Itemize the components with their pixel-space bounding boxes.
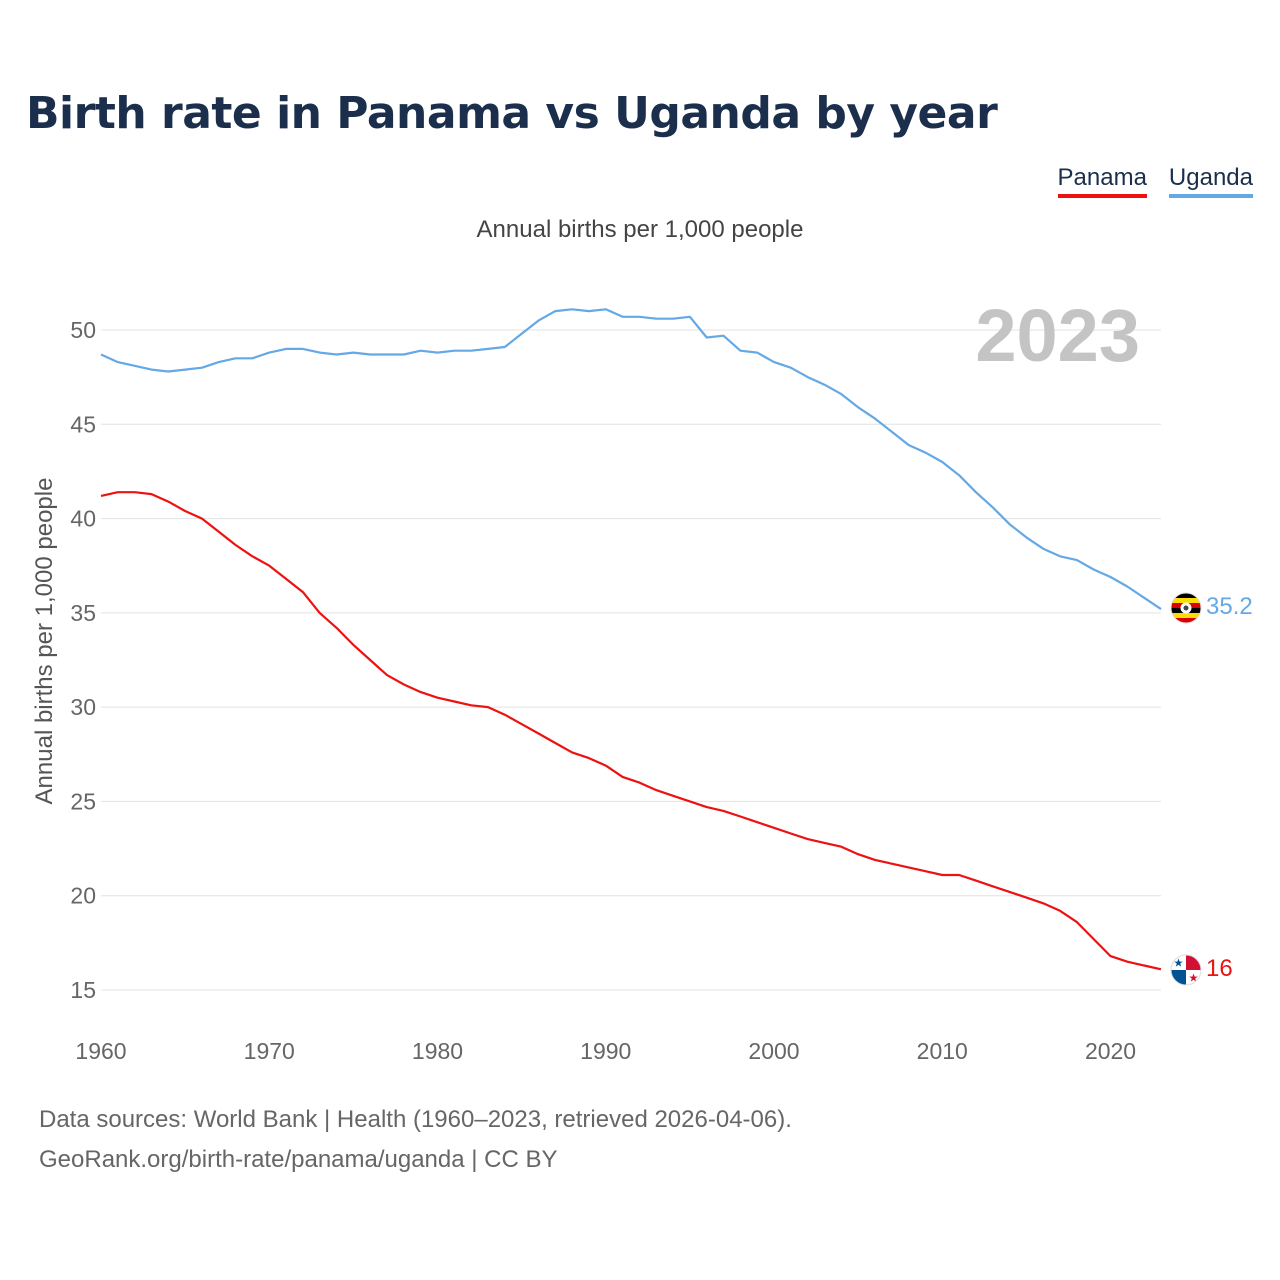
y-tick-label-20: 20 <box>70 883 96 909</box>
x-tick-label-1990: 1990 <box>580 1038 631 1064</box>
chart-title: Birth rate in Panama vs Uganda by year <box>26 88 998 139</box>
end-value-uganda: 35.2 <box>1206 593 1253 620</box>
series-line-uganda[interactable] <box>100 308 1162 611</box>
y-tick-label-45: 45 <box>70 411 96 437</box>
chart-subtitle: Annual births per 1,000 people <box>476 216 804 243</box>
y-tick-label-15: 15 <box>70 977 96 1003</box>
y-tick-label-50: 50 <box>70 317 96 343</box>
x-tick-label-2020: 2020 <box>1085 1038 1136 1064</box>
y-tick-label-25: 25 <box>70 788 96 814</box>
year-watermark: 2023 <box>975 294 1140 377</box>
series-lines <box>100 308 1162 971</box>
x-tick-label-1970: 1970 <box>244 1038 295 1064</box>
end-value-panama: 16 <box>1206 955 1233 982</box>
series-line-panama[interactable] <box>100 491 1162 971</box>
x-axis-ticks: 1960 1970 1980 1990 2000 2010 2020 <box>75 1038 1136 1064</box>
legend-item-uganda[interactable]: Uganda <box>1168 164 1253 198</box>
source-line: Data sources: World Bank | Health (1960–… <box>39 1106 792 1133</box>
x-tick-label-1960: 1960 <box>75 1038 126 1064</box>
y-axis-ticks: 15 20 25 30 35 40 45 50 <box>70 317 96 1003</box>
x-tick-label-2010: 2010 <box>917 1038 968 1064</box>
gridlines <box>101 329 1161 991</box>
legend-item-panama[interactable]: Panama <box>1057 164 1147 198</box>
y-axis-label: Annual births per 1,000 people <box>31 478 58 805</box>
y-tick-label-30: 30 <box>70 694 96 720</box>
source-link-line[interactable]: GeoRank.org/birth-rate/panama/uganda | C… <box>39 1146 558 1173</box>
legend: Panama Uganda <box>1057 164 1253 198</box>
y-tick-label-35: 35 <box>70 600 96 626</box>
y-tick-label-40: 40 <box>70 506 96 532</box>
x-tick-label-2000: 2000 <box>748 1038 799 1064</box>
uganda-flag-icon <box>1170 592 1202 624</box>
x-tick-label-1980: 1980 <box>412 1038 463 1064</box>
panama-flag-icon <box>1170 954 1202 986</box>
